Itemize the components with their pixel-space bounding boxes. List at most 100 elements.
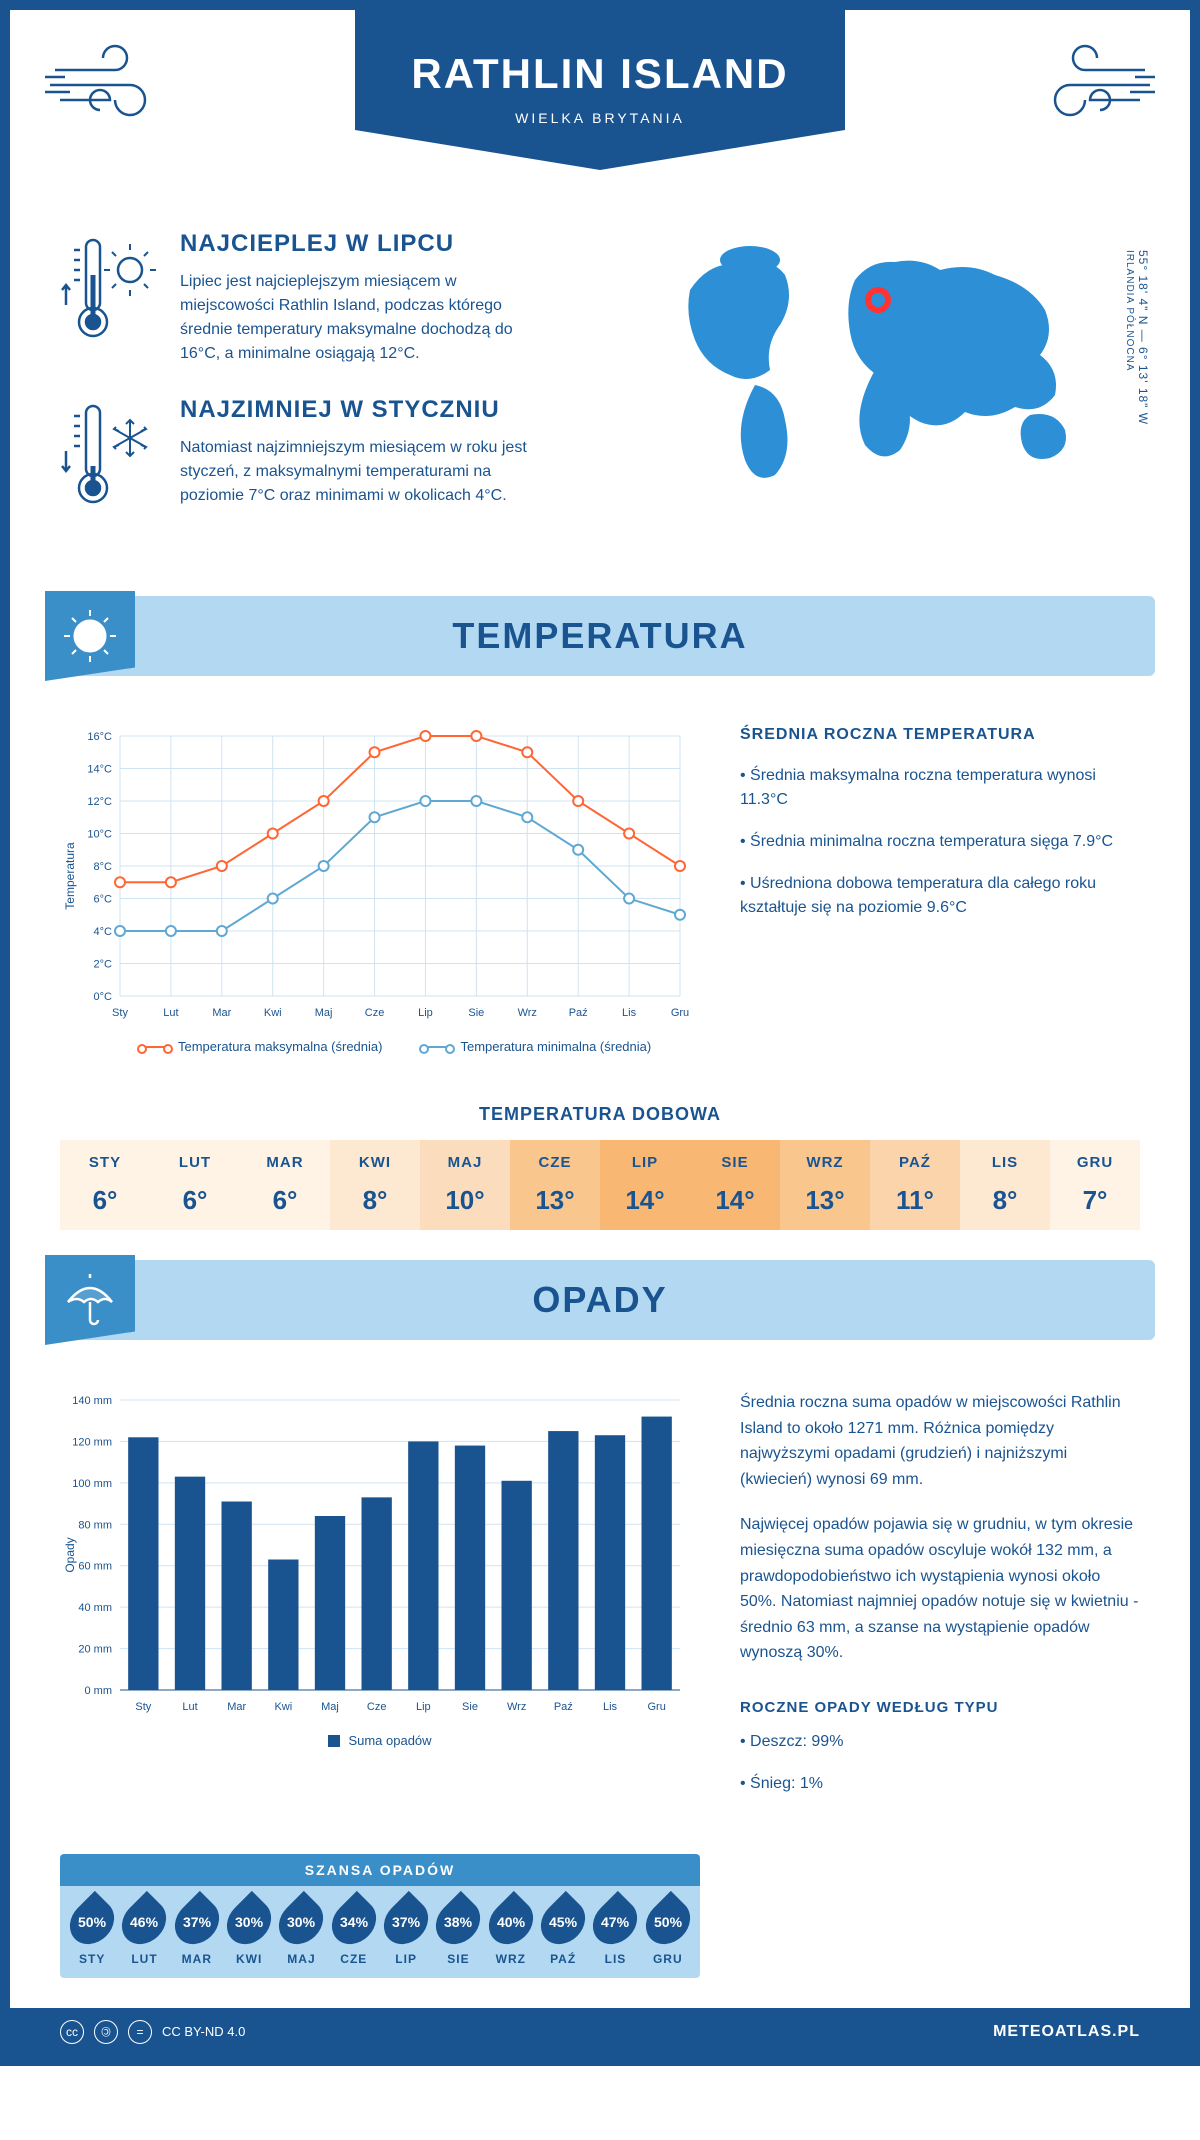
- daily-cell: CZE13°: [510, 1140, 600, 1230]
- chance-cell: 34%CZE: [328, 1898, 380, 1966]
- svg-text:Paź: Paź: [569, 1007, 588, 1019]
- umbrella-icon: [60, 1270, 120, 1330]
- header: RATHLIN ISLAND WIELKA BRYTANIA: [10, 10, 1190, 210]
- chance-cell: 47%LIS: [589, 1898, 641, 1966]
- page-title: RATHLIN ISLAND: [355, 50, 845, 98]
- temperature-legend: Temperatura maksymalna (średnia) Tempera…: [60, 1039, 700, 1054]
- daily-cell: LUT6°: [150, 1140, 240, 1230]
- site-name: METEOATLAS.PL: [993, 2023, 1140, 2041]
- temperature-title: TEMPERATURA: [45, 615, 1155, 657]
- svg-text:Maj: Maj: [321, 1701, 339, 1713]
- header-banner: RATHLIN ISLAND WIELKA BRYTANIA: [355, 10, 845, 170]
- svg-text:Lis: Lis: [622, 1007, 637, 1019]
- warmest-text: Lipiec jest najcieplejszym miesiącem w m…: [180, 270, 540, 366]
- svg-text:140 mm: 140 mm: [72, 1395, 112, 1407]
- chance-cell: 50%STY: [66, 1898, 118, 1966]
- svg-text:Opady: Opady: [63, 1537, 77, 1572]
- daily-cell: GRU7°: [1050, 1140, 1140, 1230]
- chance-cell: 37%LIP: [380, 1898, 432, 1966]
- daily-cell: LIP14°: [600, 1140, 690, 1230]
- svg-text:6°C: 6°C: [94, 894, 113, 906]
- nd-icon: =: [128, 2020, 152, 2044]
- svg-text:Lut: Lut: [182, 1701, 197, 1713]
- svg-text:20 mm: 20 mm: [78, 1644, 112, 1656]
- svg-text:Lip: Lip: [416, 1701, 431, 1713]
- thermometer-snow-icon: [60, 396, 160, 516]
- daily-cell: KWI8°: [330, 1140, 420, 1230]
- svg-text:Maj: Maj: [315, 1007, 333, 1019]
- svg-text:80 mm: 80 mm: [78, 1519, 112, 1531]
- daily-cell: MAR6°: [240, 1140, 330, 1230]
- svg-text:Lis: Lis: [603, 1701, 618, 1713]
- svg-text:4°C: 4°C: [94, 926, 113, 938]
- temperature-summary: ŚREDNIA ROCZNA TEMPERATURA Średnia maksy…: [740, 726, 1140, 1054]
- svg-text:10°C: 10°C: [87, 829, 112, 841]
- precipitation-title: OPADY: [45, 1279, 1155, 1321]
- wind-icon: [45, 40, 175, 130]
- svg-text:Mar: Mar: [212, 1007, 231, 1019]
- svg-text:8°C: 8°C: [94, 861, 113, 873]
- warmest-heading: NAJCIEPLEJ W LIPCU: [180, 230, 540, 258]
- daily-cell: MAJ10°: [420, 1140, 510, 1230]
- svg-text:Gru: Gru: [647, 1701, 665, 1713]
- svg-text:100 mm: 100 mm: [72, 1478, 112, 1490]
- coordinates: 55° 18' 4" N — 6° 13' 18" W IRLANDIA PÓŁ…: [1122, 250, 1150, 425]
- warmest-block: NAJCIEPLEJ W LIPCU Lipiec jest najcieple…: [60, 230, 620, 366]
- daily-temp-heading: TEMPERATURA DOBOWA: [10, 1104, 1190, 1125]
- daily-cell: STY6°: [60, 1140, 150, 1230]
- chance-cell: 30%MAJ: [275, 1898, 327, 1966]
- svg-text:0 mm: 0 mm: [85, 1685, 113, 1697]
- coldest-text: Natomiast najzimniejszym miesiącem w rok…: [180, 436, 540, 508]
- wind-icon: [1025, 40, 1155, 130]
- coldest-block: NAJZIMNIEJ W STYCZNIU Natomiast najzimni…: [60, 396, 620, 516]
- thermometer-sun-icon: [60, 230, 160, 350]
- chance-cell: 30%KWI: [223, 1898, 275, 1966]
- svg-text:12°C: 12°C: [87, 796, 112, 808]
- coldest-heading: NAJZIMNIEJ W STYCZNIU: [180, 396, 540, 424]
- svg-text:Paź: Paź: [554, 1701, 573, 1713]
- svg-text:Cze: Cze: [367, 1701, 387, 1713]
- footer: cc 🄯 = CC BY-ND 4.0 METEOATLAS.PL: [10, 2008, 1190, 2056]
- svg-text:120 mm: 120 mm: [72, 1436, 112, 1448]
- svg-text:Wrz: Wrz: [507, 1701, 526, 1713]
- by-icon: 🄯: [94, 2020, 118, 2044]
- daily-temp-table: STY6°LUT6°MAR6°KWI8°MAJ10°CZE13°LIP14°SI…: [60, 1140, 1140, 1230]
- daily-cell: LIS8°: [960, 1140, 1050, 1230]
- svg-text:40 mm: 40 mm: [78, 1602, 112, 1614]
- svg-text:0°C: 0°C: [94, 991, 113, 1003]
- svg-text:Mar: Mar: [227, 1701, 246, 1713]
- svg-text:Sty: Sty: [135, 1701, 151, 1713]
- temperature-chart: 0°C2°C4°C6°C8°C10°C12°C14°C16°CStyLutMar…: [60, 726, 700, 1054]
- svg-text:Lut: Lut: [163, 1007, 178, 1019]
- cc-icon: cc: [60, 2020, 84, 2044]
- daily-cell: WRZ13°: [780, 1140, 870, 1230]
- daily-cell: SIE14°: [690, 1140, 780, 1230]
- sun-icon: [60, 606, 120, 666]
- svg-text:Gru: Gru: [671, 1007, 689, 1019]
- page-subtitle: WIELKA BRYTANIA: [355, 110, 845, 126]
- svg-text:Sie: Sie: [462, 1701, 478, 1713]
- svg-text:60 mm: 60 mm: [78, 1561, 112, 1573]
- chance-cell: 37%MAR: [171, 1898, 223, 1966]
- svg-text:Sie: Sie: [468, 1007, 484, 1019]
- svg-text:2°C: 2°C: [94, 959, 113, 971]
- chance-cell: 40%WRZ: [485, 1898, 537, 1966]
- precipitation-chart: 0 mm 20 mm 40 mm 60 mm 80 mm 100 mm 120 mm 140 …: [60, 1390, 700, 1814]
- chance-cell: 38%SIE: [432, 1898, 484, 1966]
- svg-text:14°C: 14°C: [87, 764, 112, 776]
- svg-text:Kwi: Kwi: [264, 1007, 282, 1019]
- svg-text:Kwi: Kwi: [274, 1701, 292, 1713]
- precipitation-summary: Średnia roczna suma opadów w miejscowośc…: [740, 1390, 1140, 1814]
- svg-text:Lip: Lip: [418, 1007, 433, 1019]
- chance-cell: 46%LUT: [118, 1898, 170, 1966]
- chance-cell: 45%PAŹ: [537, 1898, 589, 1966]
- temperature-section-header: TEMPERATURA: [45, 596, 1155, 676]
- chance-cell: 50%GRU: [642, 1898, 694, 1966]
- intro-section: NAJCIEPLEJ W LIPCU Lipiec jest najcieple…: [10, 210, 1190, 576]
- svg-text:Temperatura: Temperatura: [63, 842, 77, 910]
- svg-text:16°C: 16°C: [87, 731, 112, 743]
- svg-text:Cze: Cze: [365, 1007, 385, 1019]
- svg-text:Wrz: Wrz: [518, 1007, 537, 1019]
- daily-cell: PAŹ11°: [870, 1140, 960, 1230]
- license-text: CC BY-ND 4.0: [162, 2024, 245, 2039]
